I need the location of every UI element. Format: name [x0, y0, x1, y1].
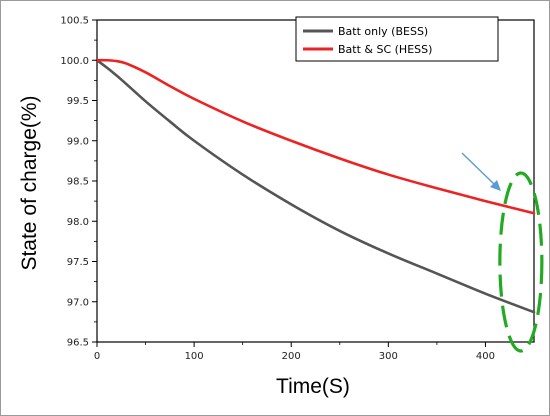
- y-axis-title: State of charge(%): [18, 95, 41, 270]
- annotation-arrow-shaft: [461, 152, 496, 186]
- y-tick-label: 96.5: [67, 338, 89, 349]
- legend-box: [295, 16, 499, 62]
- series-line-hess: [95, 58, 536, 215]
- x-tick-label: 100: [185, 351, 204, 362]
- plot-border: [96, 19, 535, 343]
- x-tick-label: 200: [282, 351, 301, 362]
- y-tick-label: 97.0: [67, 297, 89, 308]
- y-tick-label: 100.0: [60, 56, 89, 67]
- annotation-arrow-head: [490, 180, 501, 191]
- y-tick-label: 98.5: [67, 177, 89, 188]
- plot-area: [96, 19, 535, 343]
- y-tick-label: 98.0: [67, 217, 89, 228]
- ticks-layer: 96.5 97.0 97.5 98.0 98.5 99.0 99.5 100.0 100.5 0 1…: [60, 16, 495, 363]
- legend-label-bess: Batt only (BESS): [338, 25, 428, 38]
- series-line-bess: [95, 58, 536, 314]
- x-tick-label: 400: [476, 351, 495, 362]
- legend: Batt only (BESS) Batt & SC (HESS): [295, 16, 499, 62]
- annotation-layer: [461, 152, 544, 353]
- series-layer: [95, 58, 536, 314]
- x-axis-title: Time(S): [276, 375, 350, 398]
- y-tick-label: 97.5: [67, 257, 89, 268]
- x-tick-label: 300: [379, 351, 398, 362]
- y-tick-label: 99.5: [67, 96, 89, 107]
- y-tick-label: 100.5: [60, 16, 89, 27]
- legend-label-hess: Batt & SC (HESS): [338, 43, 432, 56]
- x-tick-label: 0: [94, 351, 100, 362]
- y-tick-label: 99.0: [67, 136, 89, 147]
- highlight-ellipse: [498, 171, 544, 353]
